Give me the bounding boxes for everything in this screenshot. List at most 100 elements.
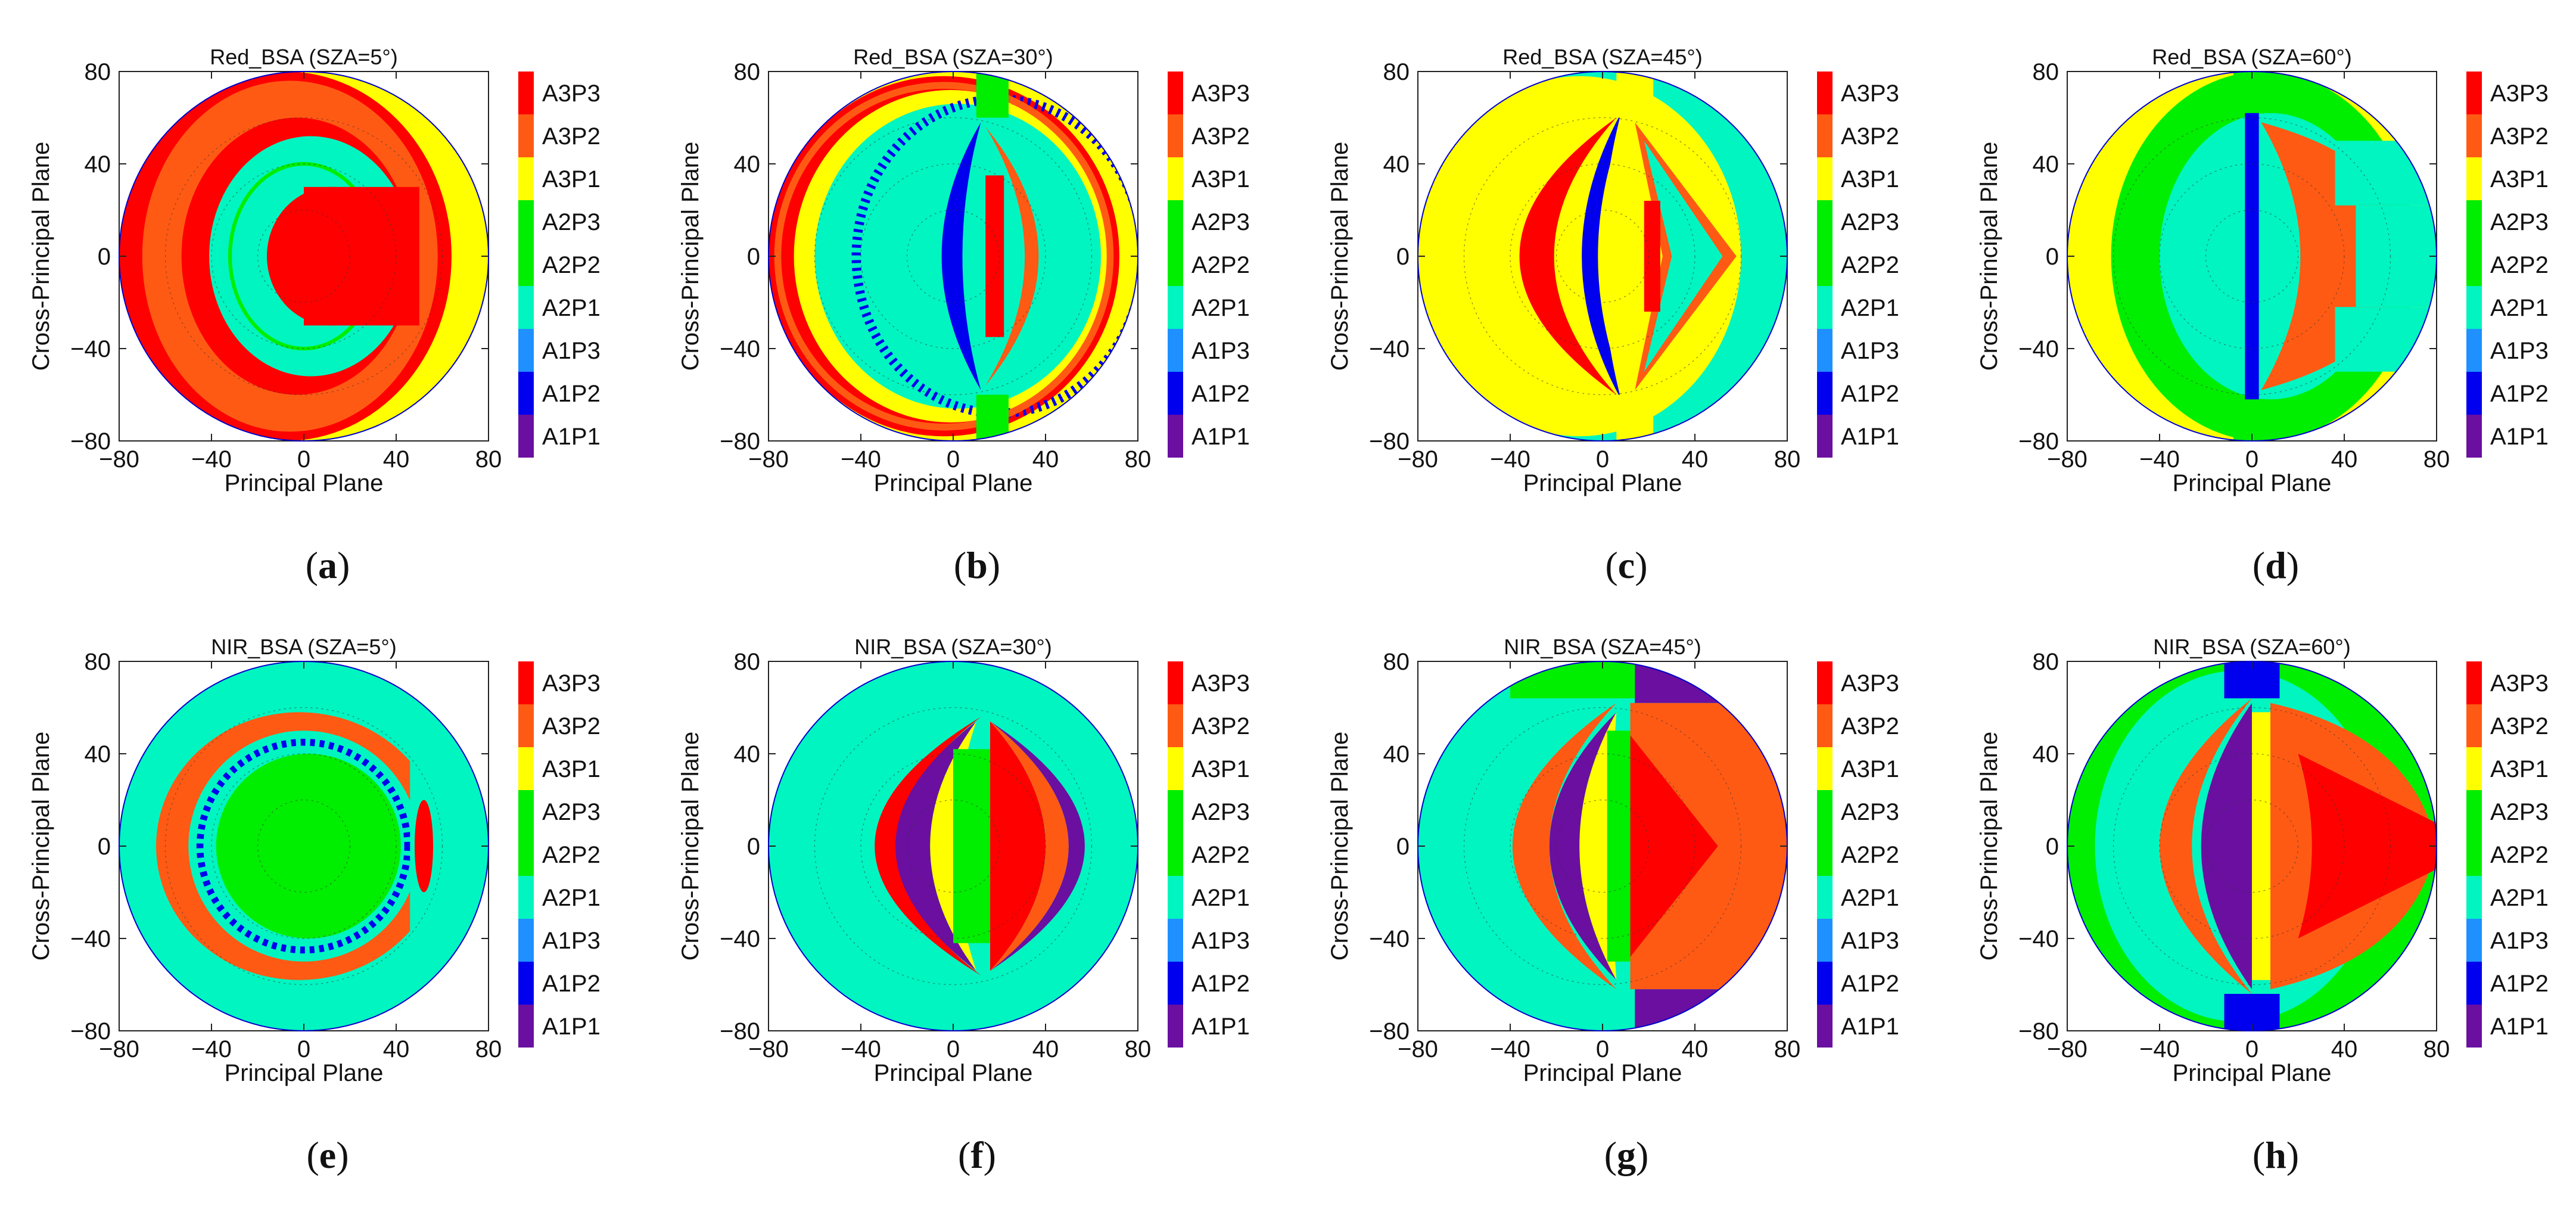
ref-circle	[1510, 753, 1695, 939]
legend-label: A2P3	[1841, 209, 1899, 235]
panel-label-letter: h	[2265, 1134, 2286, 1176]
legend-label: A1P3	[542, 928, 601, 954]
legend-swatch-a2p1	[1817, 286, 1833, 329]
y-tick-label: 80	[2033, 649, 2059, 675]
legend-swatch-a3p1	[2466, 157, 2482, 200]
x-tick-label: −40	[1490, 446, 1530, 473]
panel-title: Red_BSA (SZA=5°)	[210, 45, 398, 69]
legend-swatch-a3p3	[1817, 72, 1833, 114]
contour-zone	[990, 721, 1046, 971]
legend-swatch-a3p2	[2466, 114, 2482, 157]
y-tick-label: 0	[1396, 244, 1410, 270]
legend-label: A1P3	[1191, 928, 1250, 954]
legend-label: A1P3	[1841, 928, 1899, 954]
contour-area	[2067, 661, 2437, 1031]
legend-label: A3P3	[1191, 80, 1250, 107]
panel-label-open: (	[306, 1134, 319, 1176]
panel-label-letter: e	[319, 1134, 336, 1176]
legend-swatch-a2p1	[2466, 286, 2482, 329]
legend-swatch-a1p2	[518, 372, 534, 415]
y-tick-label: 40	[1383, 741, 1410, 767]
panel-label-open: (	[2253, 1134, 2265, 1176]
contour-zone	[267, 187, 396, 326]
panel-label-letter: b	[966, 544, 988, 586]
legend-label: A3P1	[542, 166, 601, 192]
y-tick-label: 0	[98, 244, 111, 270]
panel-title: Red_BSA (SZA=30°)	[853, 45, 1053, 69]
x-tick-label: −80	[748, 446, 789, 473]
y-tick-label: −40	[720, 336, 760, 362]
y-tick-label: 0	[2046, 244, 2059, 270]
x-tick-label: 0	[297, 1036, 310, 1062]
legend-swatch-a1p1	[518, 1005, 534, 1048]
x-tick-label: −40	[1490, 1036, 1530, 1062]
legend-swatch-a1p2	[518, 962, 534, 1005]
legend-label: A3P2	[1191, 123, 1250, 150]
legend-label: A3P3	[1191, 670, 1250, 697]
x-tick-label: 80	[475, 446, 502, 473]
panel-label-letter: c	[1618, 544, 1635, 586]
legend-swatch-a3p1	[1168, 157, 1183, 200]
legend-swatch-a2p1	[2466, 876, 2482, 919]
x-axis-label: Principal Plane	[1523, 470, 1682, 496]
x-tick-label: −40	[841, 446, 881, 473]
y-tick-label: −40	[2018, 926, 2059, 952]
y-tick-label: 0	[747, 834, 760, 860]
ref-circle	[257, 209, 351, 303]
legend-label: A2P2	[1191, 842, 1250, 868]
legend-label: A2P3	[542, 209, 601, 235]
y-tick-label: −40	[1369, 336, 1410, 362]
panel-label-letter: d	[2265, 544, 2286, 586]
y-tick-label: 80	[2033, 59, 2059, 85]
legend-label: A2P2	[2490, 842, 2549, 868]
legend-label: A1P3	[2490, 338, 2549, 364]
contour-area	[2067, 72, 2437, 441]
y-tick-label: −80	[720, 428, 760, 455]
contour-zone	[1616, 72, 1654, 118]
legend-label: A3P2	[2490, 713, 2549, 739]
legend-swatch-a1p3	[518, 329, 534, 372]
panel-title: NIR_BSA (SZA=45°)	[1504, 635, 1701, 659]
legend-label: A2P2	[1841, 842, 1899, 868]
legend-label: A3P2	[1191, 713, 1250, 739]
legend-swatch-a1p1	[2466, 1005, 2482, 1048]
legend-swatch-a1p1	[1817, 1005, 1833, 1048]
legend-label: A2P2	[542, 252, 601, 278]
legend-swatch-a1p2	[1817, 962, 1833, 1005]
panel-a: Red_BSA (SZA=5°) −80 −40 0 40 80 80 40 0 −40 −80 Pr…	[28, 45, 601, 586]
legend-label: A2P1	[542, 885, 601, 911]
legend-label: A2P2	[542, 842, 601, 868]
legend-swatch-a3p1	[1817, 157, 1833, 200]
legend-swatch-a3p2	[1168, 114, 1183, 157]
legend-swatch-a1p3	[2466, 329, 2482, 372]
contour-zone	[990, 721, 1069, 971]
legend-swatch-a1p1	[518, 415, 534, 458]
x-tick-label: −80	[2047, 1036, 2087, 1062]
panel-title: NIR_BSA (SZA=5°)	[211, 635, 397, 659]
ref-circle	[257, 799, 351, 893]
legend-label: A3P3	[1841, 670, 1899, 697]
panel-label-close: )	[337, 544, 350, 586]
legend-label: A1P2	[1191, 381, 1250, 407]
y-axis-label: Cross-Principal Plane	[28, 732, 54, 961]
x-tick-label: 0	[947, 446, 960, 473]
legend-label: A1P1	[1841, 1014, 1899, 1040]
y-axis-label: Cross-Principal Plane	[1327, 142, 1353, 371]
legend-label: A1P1	[1191, 1014, 1250, 1040]
contour-area	[1418, 72, 1787, 441]
legend-label: A2P3	[542, 799, 601, 825]
x-tick-label: 80	[1125, 1036, 1152, 1062]
y-tick-label: 80	[85, 649, 111, 675]
ref-circle	[2159, 753, 2345, 939]
legend-label: A2P3	[1191, 799, 1250, 825]
legend-swatch-a2p2	[518, 833, 534, 876]
legend-swatch-a2p2	[1168, 833, 1183, 876]
x-tick-label: −80	[2047, 446, 2087, 473]
ref-circle	[906, 209, 1000, 303]
legend-swatch-a1p3	[1817, 329, 1833, 372]
contour-zone	[2201, 703, 2252, 990]
legend-swatch-a3p3	[2466, 661, 2482, 704]
ref-circle	[906, 799, 1000, 893]
panel-label-close: )	[2286, 544, 2299, 586]
contour-zone	[2298, 754, 2437, 938]
